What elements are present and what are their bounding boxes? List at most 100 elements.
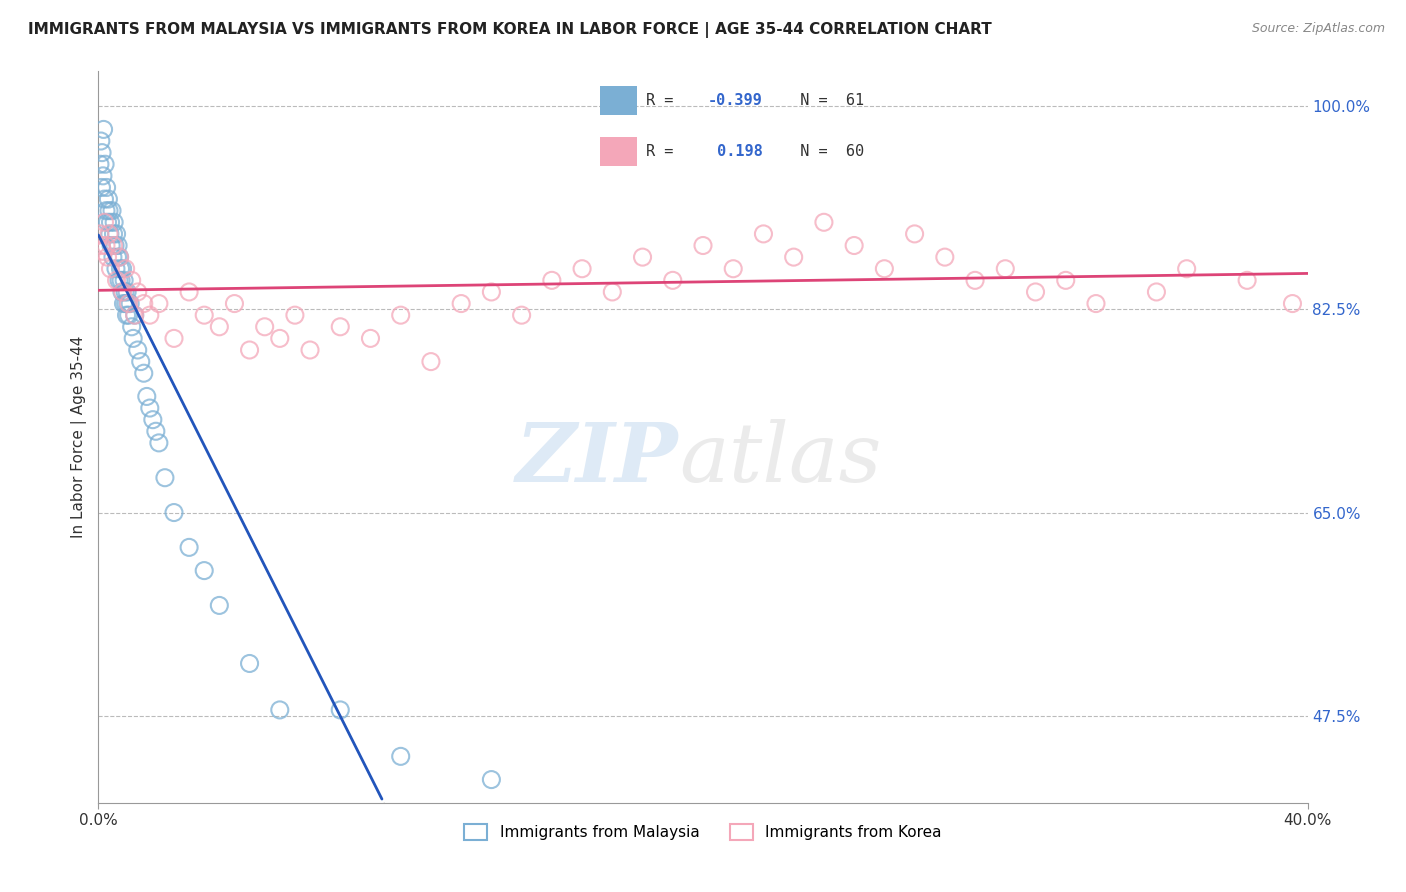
Point: [124, 308, 146, 322]
Point: [104, 238, 127, 252]
Text: IMMIGRANTS FROM MALAYSIA VS IMMIGRANTS FROM KOREA IN LABOR FORCE | AGE 35-44 COR: IMMIGRANTS FROM MALAYSIA VS IMMIGRANTS F…: [28, 22, 991, 38]
Point: [389, 308, 412, 322]
Point: [101, 203, 124, 218]
Point: [481, 772, 503, 787]
Point: [163, 506, 186, 520]
Point: [100, 238, 122, 252]
Point: [132, 296, 155, 310]
Point: [139, 308, 162, 322]
Y-axis label: In Labor Force | Age 35-44: In Labor Force | Age 35-44: [72, 336, 87, 538]
Point: [994, 261, 1017, 276]
Point: [450, 296, 472, 310]
Point: [97, 192, 120, 206]
Point: [124, 308, 146, 322]
Point: [631, 250, 654, 264]
Point: [93, 122, 115, 136]
Point: [1024, 285, 1046, 299]
Point: [127, 343, 149, 357]
Point: [602, 285, 624, 299]
Legend: Immigrants from Malaysia, Immigrants from Korea: Immigrants from Malaysia, Immigrants fro…: [458, 818, 948, 847]
Point: [112, 273, 135, 287]
Point: [148, 296, 170, 310]
Point: [101, 250, 124, 264]
Point: [132, 366, 155, 380]
Point: [329, 703, 352, 717]
Point: [110, 261, 132, 276]
Point: [114, 296, 136, 310]
Point: [94, 203, 117, 218]
Point: [103, 238, 125, 252]
Point: [108, 250, 131, 264]
Point: [118, 296, 141, 310]
Point: [110, 273, 132, 287]
Point: [481, 285, 503, 299]
Point: [329, 319, 352, 334]
Point: [1281, 296, 1303, 310]
Point: [752, 227, 775, 241]
Point: [873, 261, 896, 276]
Point: [139, 401, 162, 415]
Point: [783, 250, 806, 264]
Point: [193, 308, 215, 322]
Point: [122, 331, 145, 345]
Point: [120, 296, 142, 310]
Point: [90, 180, 112, 194]
Point: [661, 273, 683, 287]
Text: R =: R =: [647, 145, 683, 160]
Point: [91, 244, 114, 259]
Point: [127, 285, 149, 299]
Point: [253, 319, 276, 334]
Point: [1054, 273, 1077, 287]
Point: [299, 343, 322, 357]
Point: [103, 215, 125, 229]
Point: [193, 564, 215, 578]
Point: [114, 261, 136, 276]
Point: [360, 331, 382, 345]
Point: [111, 285, 134, 299]
Point: [94, 157, 117, 171]
Point: [269, 703, 291, 717]
Point: [813, 215, 835, 229]
Point: [420, 354, 443, 368]
Point: [91, 145, 114, 160]
Point: [93, 192, 115, 206]
Point: [540, 273, 562, 287]
Point: [90, 238, 112, 252]
Point: [111, 261, 134, 276]
Point: [284, 308, 307, 322]
Point: [115, 308, 138, 322]
Point: [135, 389, 157, 403]
Point: [107, 250, 129, 264]
Point: [91, 169, 114, 183]
Point: [389, 749, 412, 764]
Point: [100, 261, 122, 276]
Point: [1236, 273, 1258, 287]
Point: [510, 308, 533, 322]
Point: [1085, 296, 1108, 310]
Point: [934, 250, 956, 264]
Point: [117, 296, 139, 310]
Point: [105, 273, 128, 287]
Point: [89, 227, 111, 241]
Text: -0.399: -0.399: [709, 93, 763, 108]
Text: N =  60: N = 60: [782, 145, 865, 160]
Point: [108, 273, 131, 287]
Point: [115, 285, 138, 299]
Point: [118, 308, 141, 322]
Point: [571, 261, 593, 276]
Point: [239, 657, 262, 671]
Text: ZIP: ZIP: [516, 419, 679, 499]
Point: [105, 227, 128, 241]
Point: [844, 238, 866, 252]
Point: [965, 273, 987, 287]
Point: [93, 215, 115, 229]
Point: [904, 227, 927, 241]
Point: [692, 238, 714, 252]
Point: [98, 203, 121, 218]
Point: [142, 412, 165, 426]
Point: [107, 238, 129, 252]
Text: R =: R =: [647, 93, 683, 108]
Point: [179, 541, 201, 555]
Point: [239, 343, 262, 357]
Point: [153, 471, 176, 485]
